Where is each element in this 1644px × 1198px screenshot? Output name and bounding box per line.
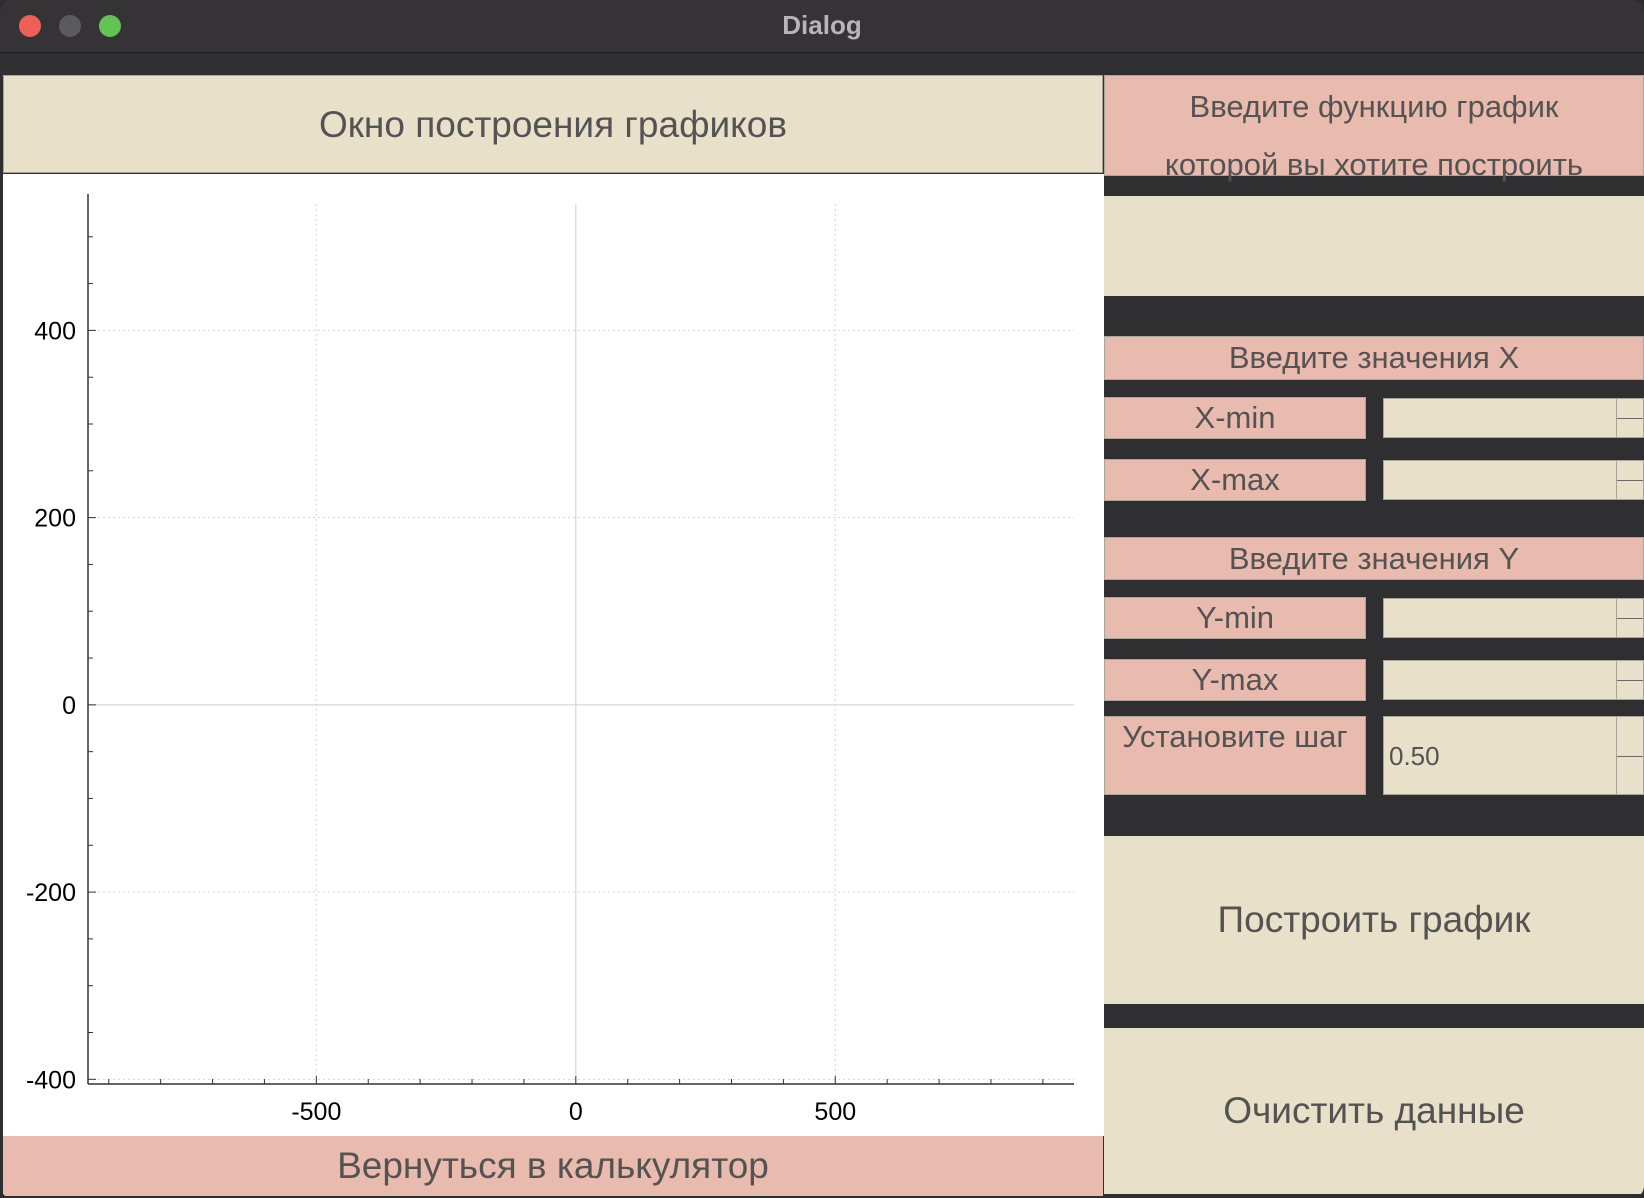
- y-tick-label: 0: [62, 692, 76, 720]
- y-max-spinbox[interactable]: [1383, 660, 1644, 700]
- y-tick-label: 200: [34, 505, 76, 533]
- close-window-button[interactable]: [19, 15, 41, 37]
- x-tick-label: -500: [291, 1098, 341, 1126]
- maximize-window-button[interactable]: [99, 15, 121, 37]
- function-prompt-label: Введите функцию график которой вы хотите…: [1104, 75, 1644, 182]
- function-prompt-line-2: которой вы хотите построить: [1164, 147, 1584, 182]
- y-values-heading: Введите значения Y: [1104, 537, 1644, 580]
- function-input[interactable]: [1104, 196, 1644, 296]
- function-prompt-line-1: Введите функцию график: [1189, 89, 1559, 124]
- x-max-stepper-arrows[interactable]: [1616, 461, 1643, 499]
- back-to-calculator-button[interactable]: Вернуться в калькулятор: [3, 1136, 1103, 1196]
- y-tick-label: -200: [26, 879, 76, 907]
- y-min-stepper-arrows[interactable]: [1616, 599, 1643, 637]
- step-spinbox[interactable]: 0.50: [1383, 716, 1644, 795]
- build-graph-button[interactable]: Построить график: [1104, 836, 1644, 1004]
- plot-area[interactable]: -500 0 500 -400 -200 0 200 400: [3, 174, 1104, 1136]
- chart-svg: -500 0 500 -400 -200 0 200 400: [26, 194, 1074, 1126]
- x-max-spinbox[interactable]: [1383, 460, 1644, 500]
- y-min-spinbox[interactable]: [1383, 598, 1644, 638]
- x-min-stepper-arrows[interactable]: [1616, 399, 1643, 437]
- x-tick-label: 500: [814, 1098, 856, 1126]
- x-min-spinbox[interactable]: [1383, 398, 1644, 438]
- y-min-label: Y-min: [1104, 597, 1366, 639]
- step-stepper-arrows[interactable]: [1616, 717, 1643, 794]
- title-bar[interactable]: Dialog: [0, 0, 1644, 53]
- y-max-label: Y-max: [1104, 659, 1366, 701]
- clear-data-button[interactable]: Очистить данные: [1104, 1028, 1644, 1194]
- x-values-heading: Введите значения X: [1104, 336, 1644, 380]
- y-max-stepper-arrows[interactable]: [1616, 661, 1643, 699]
- step-value[interactable]: 0.50: [1389, 741, 1440, 771]
- x-tick-label: 0: [569, 1098, 583, 1126]
- x-max-label: X-max: [1104, 459, 1366, 501]
- y-tick-label: -400: [26, 1066, 76, 1094]
- step-label: Установите шаг: [1104, 716, 1366, 795]
- plot-window-title: Окно построения графиков: [3, 75, 1103, 173]
- y-tick-label: 400: [34, 317, 76, 345]
- x-min-label: X-min: [1104, 397, 1366, 439]
- minimize-window-button[interactable]: [59, 15, 81, 37]
- window-title: Dialog: [782, 10, 862, 40]
